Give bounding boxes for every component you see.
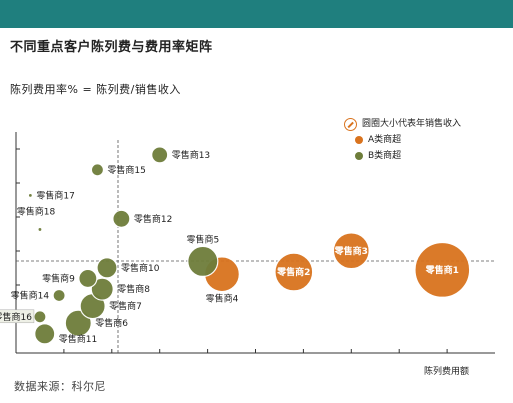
bubble-零售商18 <box>37 226 43 233</box>
legend-item-b: B类商超 <box>355 149 461 163</box>
label-零售商10: 零售商10 <box>121 262 160 274</box>
label-零售商17: 零售商17 <box>36 189 74 201</box>
label-零售商12: 零售商12 <box>134 213 172 225</box>
legend-size-note: 圆圈大小代表年销售收入 <box>344 117 461 131</box>
label-零售商1: 零售商1 <box>425 264 459 276</box>
label-零售商15: 零售商15 <box>107 164 145 176</box>
chart-axes <box>15 132 495 354</box>
bubble-零售商10 <box>96 257 118 279</box>
chart-legend: 圆圈大小代表年销售收入 A类商超 B类商超 <box>344 117 461 165</box>
label-零售商5: 零售商5 <box>186 233 219 245</box>
label-零售商11: 零售商11 <box>59 333 97 345</box>
label-零售商8: 零售商8 <box>117 283 150 295</box>
bubble-零售商16 <box>33 310 47 324</box>
bubble-零售商15 <box>90 163 105 177</box>
bubble-零售商13 <box>151 146 169 164</box>
header-bar <box>0 0 513 28</box>
bubble-零售商6 <box>64 309 92 337</box>
legend-label-b: B类商超 <box>368 151 402 161</box>
bubble-零售商12 <box>112 209 131 228</box>
bubble-零售商2 <box>274 252 314 292</box>
bubble-零售商9 <box>78 268 98 289</box>
data-source: 数据来源：科尔尼 <box>14 380 106 393</box>
bubble-零售商17 <box>27 192 33 198</box>
legend-item-a: A类商超 <box>355 133 461 147</box>
legend-label-a: A类商超 <box>368 135 402 145</box>
label-box-零售商16 <box>0 309 35 324</box>
label-零售商4: 零售商4 <box>206 293 239 305</box>
bubble-零售商1 <box>414 241 471 299</box>
x-axis-label: 陈列费用额 <box>424 367 470 377</box>
bubble-零售商8 <box>90 277 114 301</box>
label-零售商7: 零售商7 <box>109 300 142 312</box>
label-零售商2: 零售商2 <box>276 266 310 278</box>
legend-dot-b <box>355 152 363 160</box>
bubble-零售商11 <box>34 323 56 345</box>
label-零售商18: 零售商18 <box>17 205 56 217</box>
legend-dot-a <box>355 136 363 144</box>
label-零售商13: 零售商13 <box>172 149 210 161</box>
label-零售商16: 零售商16 <box>0 311 32 323</box>
bubble-零售商3 <box>332 232 371 270</box>
bubble-零售商14 <box>52 288 66 303</box>
size-scale-icon <box>344 117 357 131</box>
bubble-零售商5 <box>187 245 219 278</box>
label-零售商9: 零售商9 <box>42 272 75 284</box>
chart-title: 不同重点客户陈列费与费用率矩阵 <box>10 40 213 55</box>
chart-subtitle: 陈列费用率% = 陈列费/销售收入 <box>10 83 181 96</box>
label-零售商6: 零售商6 <box>95 317 128 329</box>
label-零售商3: 零售商3 <box>334 245 368 257</box>
label-零售商14: 零售商14 <box>11 289 50 301</box>
chart-bubbles <box>27 146 471 345</box>
chart-labels: 零售商1 零售商2 零售商3 零售商4 零售商5 零售商6 零售商7 零售商8 零售商10 零售商… <box>0 149 459 345</box>
legend-size-text: 圆圈大小代表年销售收入 <box>362 119 462 129</box>
